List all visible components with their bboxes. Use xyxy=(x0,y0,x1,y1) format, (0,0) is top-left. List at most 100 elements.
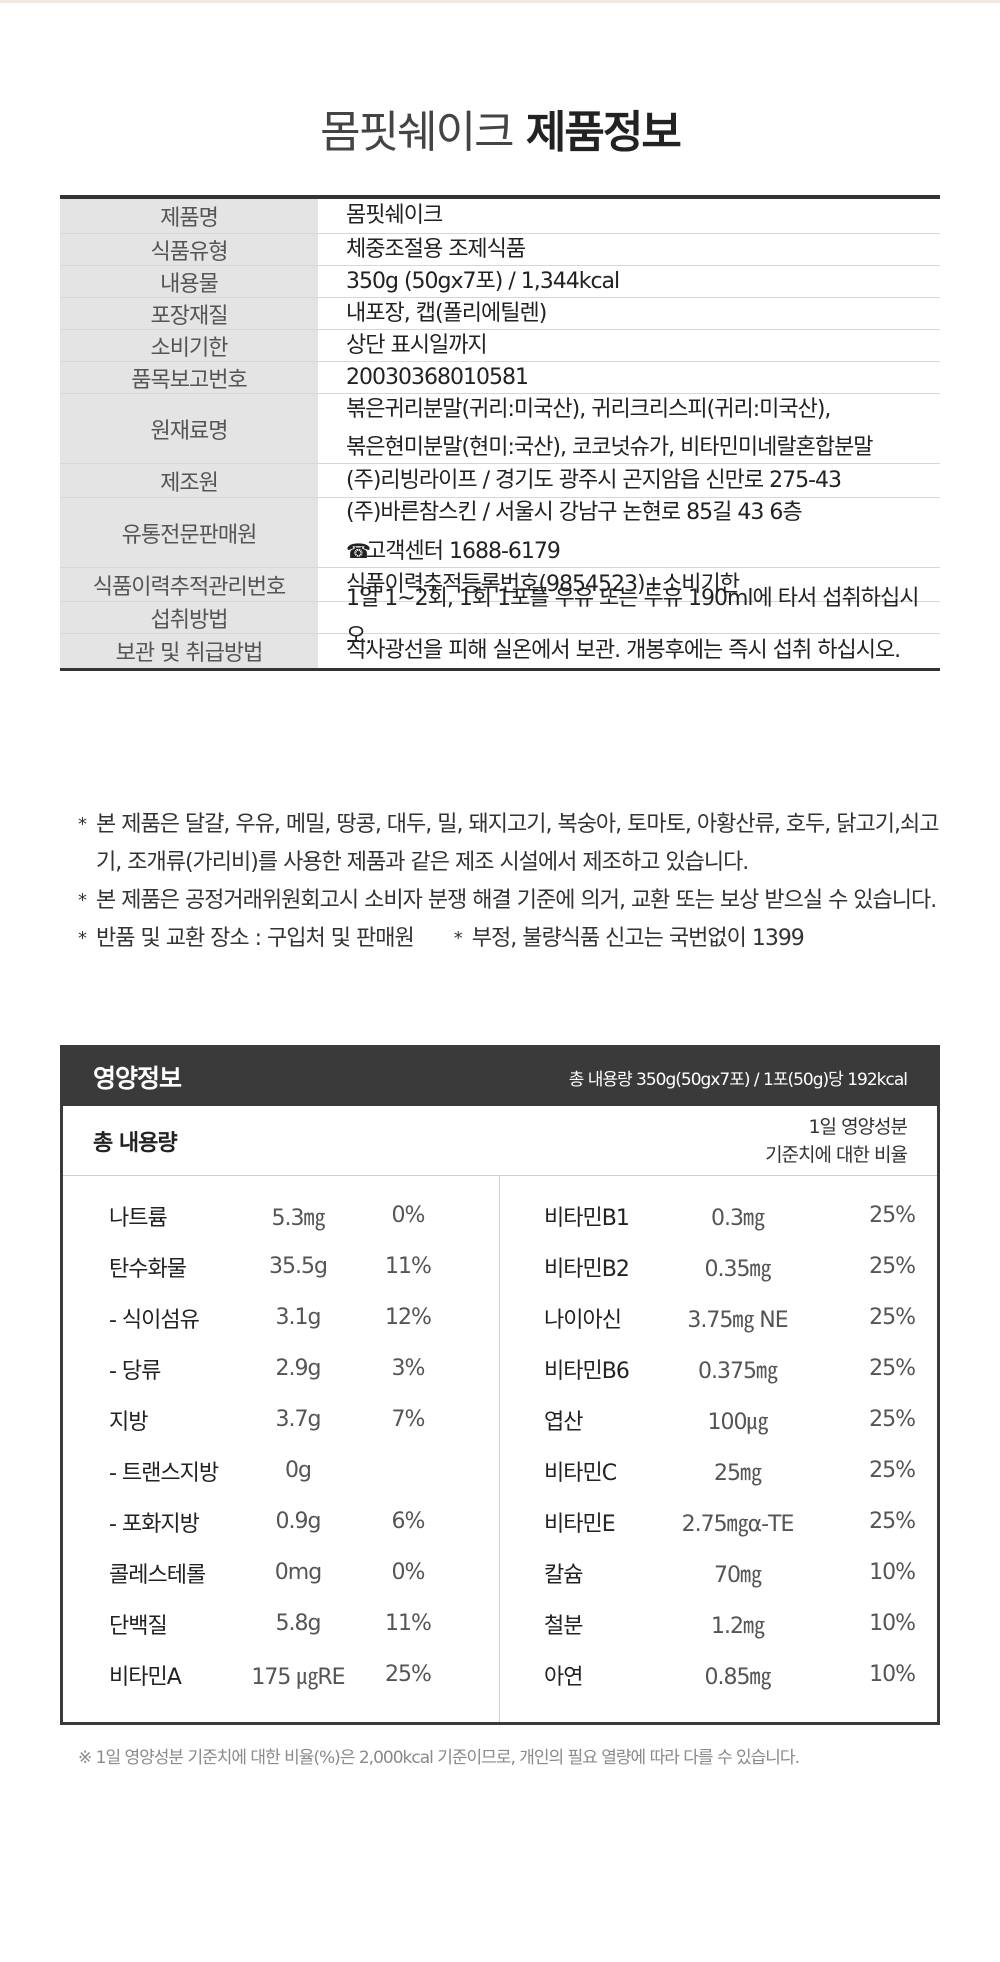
nutrient-amount: 0mg xyxy=(274,1560,322,1585)
nutrient-amount: 25㎎ xyxy=(714,1460,762,1486)
nutrient-name: 비타민B1 xyxy=(544,1205,630,1231)
info-value-line: 식품이력추적등록번호(9854523)+소비기한 xyxy=(346,571,740,597)
nutrient-name: 비타민B6 xyxy=(544,1358,630,1384)
nutrient-row: 나트륨 5.3㎎ 0% xyxy=(63,1190,499,1241)
nutrient-name: 비타민A xyxy=(109,1664,182,1690)
nutrient-row: 단백질 5.8g 11% xyxy=(63,1598,499,1649)
nutrient-percent: 25% xyxy=(869,1305,916,1330)
info-value: 350g (50gx7포) / 1,344kcal xyxy=(318,266,940,297)
nutrient-row: - 식이섬유 3.1g 12% xyxy=(63,1292,499,1343)
info-row: 제품명 몸핏쉐이크 xyxy=(60,199,940,234)
nutrient-amount: 70㎎ xyxy=(714,1562,762,1588)
info-value: 체중조절용 조제식품 xyxy=(318,234,940,265)
nutrient-name: 철분 xyxy=(544,1613,583,1639)
info-label: 포장재질 xyxy=(60,298,318,329)
info-value-line: 20030368010581 xyxy=(346,364,529,390)
info-value: 볶은귀리분말(귀리:미국산), 귀리크리스피(귀리:미국산), 볶은현미분말(현미… xyxy=(318,394,940,463)
note-report: * 부정, 불량식품 신고는 국번없이 1399 xyxy=(453,920,805,958)
nutrient-name: - 포화지방 xyxy=(109,1511,200,1537)
nutrient-name: 나트륨 xyxy=(109,1205,168,1231)
note-text: 부정, 불량식품 신고는 국번없이 1399 xyxy=(471,926,805,951)
nutrition-summary: 총 내용량 350g(50gx7포) / 1포(50g)당 192kcal xyxy=(568,1069,908,1090)
info-value-line: 350g (50gx7포) / 1,344kcal xyxy=(346,268,620,294)
nutrient-row: 나이아신 3.75㎎ NE 25% xyxy=(500,1292,937,1343)
nutrient-name: 탄수화물 xyxy=(109,1256,187,1282)
nutrient-amount: 35.5g xyxy=(269,1254,328,1279)
note-text: 본 제품은 달걀, 우유, 메밀, 땅콩, 대두, 밀, 돼지고기, 복숭아, … xyxy=(96,812,939,875)
nutrient-percent: 25% xyxy=(869,1356,916,1381)
nutrient-row: - 당류 2.9g 3% xyxy=(63,1343,499,1394)
info-row: 포장재질 내포장, 캡(폴리에틸렌) xyxy=(60,298,940,330)
info-label: 식품유형 xyxy=(60,234,318,265)
nutrition-subheader: 총 내용량 1일 영양성분 기준치에 대한 비율 xyxy=(63,1106,937,1176)
nutrient-name: 지방 xyxy=(109,1409,148,1435)
info-value: 직사광선을 피해 실온에서 보관. 개봉후에는 즉시 섭취 하십시오. xyxy=(318,634,940,668)
info-value: 몸핏쉐이크 xyxy=(318,199,940,233)
nutrient-name: 비타민C xyxy=(544,1460,617,1486)
asterisk-icon: * xyxy=(78,890,87,911)
asterisk-icon: * xyxy=(78,814,87,835)
nutrient-name: - 트랜스지방 xyxy=(109,1460,219,1486)
info-value-line: 직사광선을 피해 실온에서 보관. 개봉후에는 즉시 섭취 하십시오. xyxy=(346,638,901,663)
nutrient-percent: 25% xyxy=(869,1203,916,1228)
nutrient-name: 아연 xyxy=(544,1664,583,1690)
note-pair: * 반품 및 교환 장소 : 구입처 및 판매원 * 부정, 불량식품 신고는 … xyxy=(78,920,958,958)
info-row: 섭취방법 1일 1~2회, 1회 1포를 우유 또는 두유 190ml에 타서 섭… xyxy=(60,586,940,649)
nutrition-title: 영양정보 xyxy=(93,1064,182,1093)
nutrient-row: 탄수화물 35.5g 11% xyxy=(63,1241,499,1292)
nutrient-amount: 5.8g xyxy=(275,1611,322,1636)
nutrient-percent: 25% xyxy=(869,1254,916,1279)
nutrient-percent: 3% xyxy=(391,1356,426,1381)
nutrition-column-left: 나트륨 5.3㎎ 0% 탄수화물 35.5g 11% - 식이섬유 3.1g 12% - 당류 2.… xyxy=(63,1176,500,1722)
asterisk-icon: * xyxy=(453,928,463,949)
nutrition-column-right: 비타민B1 0.3㎎ 25% 비타민B2 0.35㎎ 25% 나이아신 3.75㎎ NE 25%… xyxy=(500,1176,937,1722)
nutrient-row: 비타민C 25㎎ 25% xyxy=(500,1445,937,1496)
info-label: 소비기한 xyxy=(60,330,318,361)
info-label: 품목보고번호 xyxy=(60,362,318,393)
info-value: 식품이력추적등록번호(9854523)+소비기한 xyxy=(318,568,940,601)
note-text: 반품 및 교환 장소 : 구입처 및 판매원 xyxy=(96,926,415,951)
note-return: * 반품 및 교환 장소 : 구입처 및 판매원 xyxy=(78,920,415,958)
asterisk-icon: * xyxy=(78,928,87,949)
info-row: 보관 및 취급방법 직사광선을 피해 실온에서 보관. 개봉후에는 즉시 섭취 하… xyxy=(60,634,940,668)
info-value-line: 볶은귀리분말(귀리:미국산), 귀리크리스피(귀리:미국산), xyxy=(346,396,831,422)
nutrient-amount: 0.375㎎ xyxy=(698,1358,778,1384)
nutrient-percent: 0% xyxy=(391,1203,426,1228)
top-divider xyxy=(0,0,1000,3)
nutrient-percent: 10% xyxy=(869,1560,916,1585)
info-value-line: 상단 표시일까지 xyxy=(346,332,488,358)
info-row: 식품이력추적관리번호 식품이력추적등록번호(9854523)+소비기한 xyxy=(60,568,940,602)
product-info-table: 제품명 몸핏쉐이크 식품유형 체중조절용 조제식품 내용물 350g (50gx7포) /… xyxy=(60,195,940,671)
nutrient-row: 엽산 100㎍ 25% xyxy=(500,1394,937,1445)
info-label: 섭취방법 xyxy=(60,602,318,633)
nutrient-row: 비타민B6 0.375㎎ 25% xyxy=(500,1343,937,1394)
info-row: 원재료명 볶은귀리분말(귀리:미국산), 귀리크리스피(귀리:미국산), 볶은현미분… xyxy=(60,394,940,464)
nutrient-percent: 25% xyxy=(869,1458,916,1483)
nutrition-header: 영양정보 총 내용량 350g(50gx7포) / 1포(50g)당 192kc… xyxy=(63,1048,937,1106)
nutrient-name: 비타민E xyxy=(544,1511,616,1537)
info-label: 식품이력추적관리번호 xyxy=(60,568,318,601)
info-row: 품목보고번호 20030368010581 xyxy=(60,362,940,394)
nutrition-facts-panel: 영양정보 총 내용량 350g(50gx7포) / 1포(50g)당 192kc… xyxy=(60,1045,940,1725)
nutrient-amount: 3.1g xyxy=(275,1305,322,1330)
nutrient-row: - 포화지방 0.9g 6% xyxy=(63,1496,499,1547)
nutrient-amount: 5.3㎎ xyxy=(271,1205,326,1231)
nutrient-amount: 175 ㎍RE xyxy=(251,1664,345,1690)
nutrient-name: 칼슘 xyxy=(544,1562,583,1588)
nutrient-row: 비타민A 175 ㎍RE 25% xyxy=(63,1649,499,1700)
info-value-line: 내포장, 캡(폴리에틸렌) xyxy=(346,300,547,326)
notes-section: * 본 제품은 달걀, 우유, 메밀, 땅콩, 대두, 밀, 돼지고기, 복숭아… xyxy=(78,806,958,958)
nutrient-amount: 2.75㎎α-TE xyxy=(681,1511,795,1537)
info-label: 유통전문판매원 xyxy=(60,498,318,567)
daily-ratio-label: 1일 영양성분 기준치에 대한 비율 xyxy=(765,1113,908,1169)
nutrient-row: 콜레스테롤 0mg 0% xyxy=(63,1547,499,1598)
title-product-name: 몸핏쉐이크 xyxy=(320,107,514,158)
nutrient-row: 칼슘 70㎎ 10% xyxy=(500,1547,937,1598)
nutrient-row: 비타민E 2.75㎎α-TE 25% xyxy=(500,1496,937,1547)
info-value: (주)리빙라이프 / 경기도 광주시 곤지암읍 신만로 275-43 xyxy=(318,464,940,497)
info-row: 식품유형 체중조절용 조제식품 xyxy=(60,234,940,266)
info-row: 제조원 (주)리빙라이프 / 경기도 광주시 곤지암읍 신만로 275-43 xyxy=(60,464,940,498)
nutrient-row: 비타민B2 0.35㎎ 25% xyxy=(500,1241,937,1292)
title-suffix: 제품정보 xyxy=(525,107,682,158)
page-title: 몸핏쉐이크 제품정보 xyxy=(0,96,1000,160)
